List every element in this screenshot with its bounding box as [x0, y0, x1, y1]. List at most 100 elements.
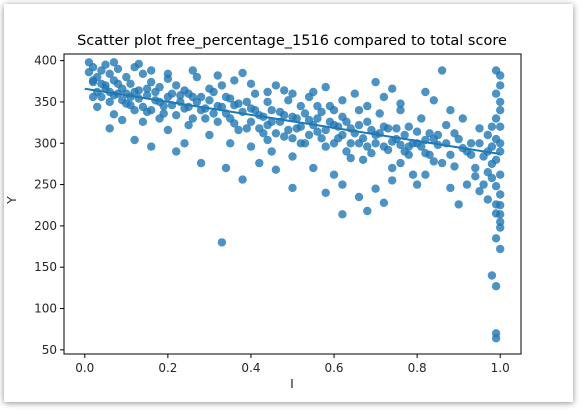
scatter-point — [338, 180, 347, 189]
scatter-point — [479, 180, 488, 189]
scatter-point — [496, 122, 505, 131]
scatter-point — [284, 96, 293, 105]
scatter-point — [404, 150, 413, 159]
scatter-point — [280, 86, 289, 95]
y-tick-label: 350 — [34, 95, 57, 109]
scatter-point — [147, 106, 156, 115]
regression-layer — [84, 87, 501, 155]
x-tick-label: 0.4 — [241, 361, 260, 375]
scatter-point — [487, 173, 497, 183]
scatter-point — [196, 158, 206, 168]
scatter-point — [496, 217, 505, 226]
scatter-point — [491, 234, 501, 243]
scatter-point — [246, 142, 256, 151]
scatter-point — [288, 89, 297, 98]
scatter-point — [217, 238, 227, 247]
scatter-point — [358, 155, 368, 164]
regression-line — [84, 87, 501, 155]
scatter-point — [217, 81, 227, 90]
scatter-point — [437, 158, 447, 168]
scatter-point — [126, 101, 135, 110]
scatter-point — [234, 125, 243, 135]
scatter-point — [412, 180, 422, 189]
scatter-point — [442, 120, 451, 130]
scatter-point — [475, 187, 484, 196]
scatter-point — [421, 87, 430, 97]
scatter-point — [304, 130, 314, 140]
scatter-point — [433, 130, 443, 140]
scatter-point — [147, 142, 156, 151]
scatter-point — [462, 180, 472, 189]
scatter-point — [496, 81, 505, 90]
scatter-point — [180, 139, 189, 148]
scatter-point — [354, 192, 364, 202]
scatter-point — [192, 72, 202, 82]
scatter-point — [180, 104, 189, 113]
scatter-point — [105, 97, 114, 107]
scatter-point — [288, 134, 297, 143]
scatter-point — [338, 96, 347, 105]
scatter-point — [109, 58, 119, 67]
scatter-point — [147, 66, 156, 75]
scatter-point — [496, 190, 505, 199]
scatter-point — [491, 89, 501, 98]
scatter-point — [105, 69, 114, 79]
ticks-layer: 0.0 0.2 0.4 0.6 0.8 1.0 50 100 150 200 250 300 350 40… — [34, 54, 510, 375]
scatter-point — [491, 155, 501, 164]
scatter-point — [487, 122, 497, 131]
scatter-point — [371, 184, 380, 193]
scatter-point — [97, 66, 106, 75]
scatter-point — [296, 122, 305, 131]
scatter-point — [496, 106, 505, 115]
scatter-point — [396, 140, 405, 150]
scatter-point — [188, 66, 197, 75]
scatter-point — [379, 92, 389, 102]
scatter-point — [313, 127, 322, 136]
scatter-point — [267, 106, 276, 115]
scatter-point — [263, 87, 272, 97]
scatter-point — [346, 153, 355, 163]
scatter-point — [412, 127, 422, 136]
scatter-point — [201, 114, 210, 123]
scatter-point — [388, 137, 397, 146]
scatter-point — [471, 163, 480, 173]
scatter-point — [363, 117, 372, 127]
scatter-point — [446, 106, 455, 115]
scatter-point — [350, 89, 359, 98]
scatter-point — [221, 163, 231, 173]
points-layer — [84, 58, 505, 343]
scatter-point — [172, 147, 181, 156]
scatter-point — [392, 124, 401, 133]
scatter-point — [396, 99, 405, 108]
scatter-point — [226, 114, 235, 123]
scatter-point — [196, 92, 206, 102]
y-tick-label: 150 — [34, 260, 57, 274]
scatter-point — [209, 109, 218, 118]
scatter-point — [450, 129, 459, 138]
scatter-point — [363, 101, 372, 111]
scatter-point — [354, 120, 364, 130]
scatter-point — [267, 147, 276, 156]
scatter-point — [491, 182, 501, 191]
scatter-point — [363, 206, 372, 216]
x-axis-label: I — [290, 376, 294, 391]
scatter-point — [138, 69, 148, 79]
scatter-point — [147, 77, 156, 87]
scatter-point — [342, 117, 351, 127]
chart-title: Scatter plot free_percentage_1516 compar… — [77, 33, 507, 49]
scatter-point — [271, 165, 281, 174]
scatter-point — [271, 81, 281, 90]
scatter-point — [496, 170, 505, 179]
scatter-point — [491, 334, 501, 343]
scatter-point — [263, 120, 272, 130]
plot-area — [63, 53, 522, 355]
scatter-point — [242, 97, 251, 107]
scatter-point — [242, 124, 251, 133]
scatter-point — [466, 139, 476, 148]
scatter-point — [321, 188, 330, 197]
scatter-point — [205, 96, 214, 105]
scatter-point — [379, 198, 389, 207]
scatter-point — [396, 158, 405, 168]
scatter-point — [491, 114, 501, 123]
scatter-point — [338, 210, 347, 219]
